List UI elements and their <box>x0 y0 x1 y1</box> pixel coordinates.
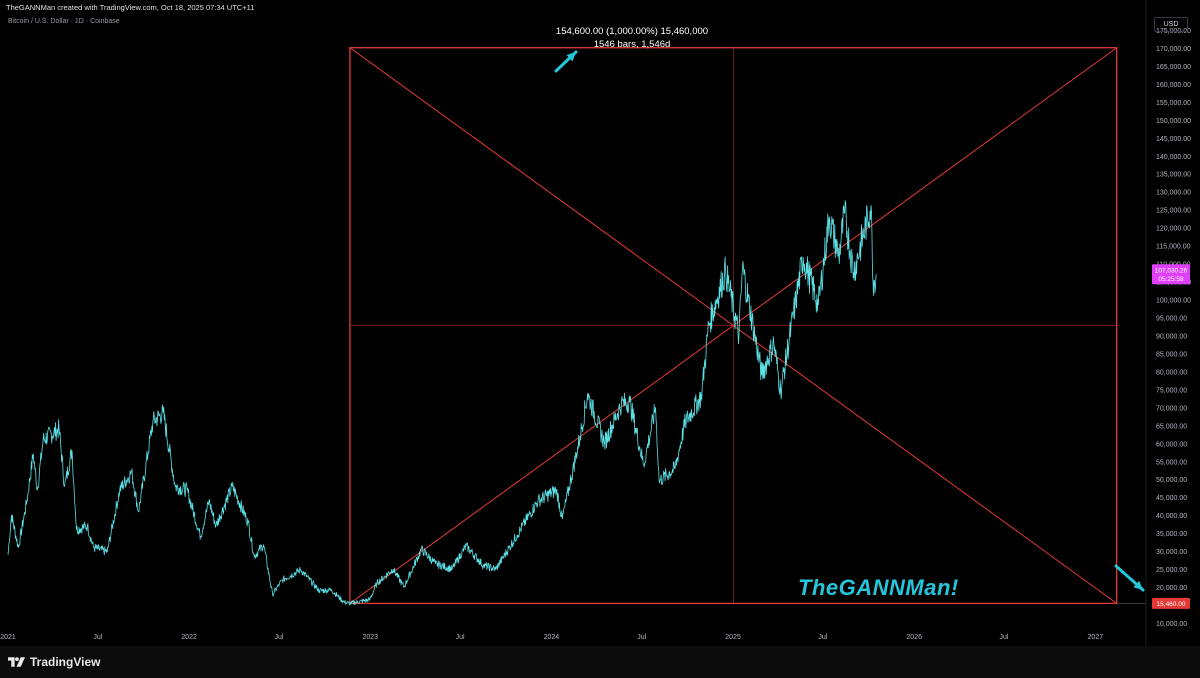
x-tick-label: 2023 <box>362 634 378 641</box>
x-tick-label: 2021 <box>0 634 16 641</box>
y-tick-label: 60,000.00 <box>1156 441 1187 448</box>
tradingview-icon <box>8 657 25 667</box>
y-tick-label: 100,000.00 <box>1156 298 1191 305</box>
x-tick-label: Jul <box>637 634 646 641</box>
x-tick-label: Jul <box>1000 634 1009 641</box>
y-tick-label: 165,000.00 <box>1156 64 1191 71</box>
y-tick-label: 50,000.00 <box>1156 477 1187 484</box>
y-tick-label: 140,000.00 <box>1156 154 1191 161</box>
tradingview-brand: TradingView <box>30 655 101 669</box>
y-tick-label: 20,000.00 <box>1156 585 1187 592</box>
x-tick-label: 2024 <box>544 634 560 641</box>
symbol-title: Bitcoin / U.S. Dollar · 1D · Coinbase <box>8 18 120 25</box>
y-tick-label: 170,000.00 <box>1156 46 1191 53</box>
currency-button[interactable]: USD <box>1154 17 1188 32</box>
x-tick-label: Jul <box>93 634 102 641</box>
author-watermark: TheGANNMan! <box>798 575 959 600</box>
y-tick-label: 90,000.00 <box>1156 333 1187 340</box>
y-tick-label: 45,000.00 <box>1156 495 1187 502</box>
x-tick-label: Jul <box>274 634 283 641</box>
footer-bar: TradingView <box>0 646 1200 678</box>
x-tick-label: 2027 <box>1088 634 1104 641</box>
low-level-value: 15,460.00 <box>1157 601 1186 608</box>
gann-box <box>349 47 1146 605</box>
x-tick-label: 2022 <box>181 634 197 641</box>
y-tick-label: 55,000.00 <box>1156 459 1187 466</box>
y-tick-label: 80,000.00 <box>1156 369 1187 376</box>
price-series <box>7 200 877 606</box>
btc-price-line <box>7 200 877 606</box>
y-tick-label: 30,000.00 <box>1156 549 1187 556</box>
current-price-label <box>1152 264 1190 285</box>
chart-creator-text: TheGANNMan created with TradingView.com,… <box>6 3 255 12</box>
y-tick-label: 95,000.00 <box>1156 316 1187 323</box>
measure-price-line: 154,600.00 (1,000.00%) 15,460,000 <box>555 26 709 37</box>
level-arrow <box>1114 564 1145 592</box>
y-tick-label: 125,000.00 <box>1156 208 1191 215</box>
measure-arrow <box>554 50 578 73</box>
y-tick-label: 150,000.00 <box>1156 118 1191 125</box>
y-tick-label: 35,000.00 <box>1156 531 1187 538</box>
y-tick-label: 75,000.00 <box>1156 387 1187 394</box>
tradingview-logo[interactable]: TradingView <box>8 655 100 669</box>
low-level-label <box>1152 597 1190 609</box>
level-arrow-head <box>1133 580 1143 590</box>
y-tick-label: 145,000.00 <box>1156 136 1191 143</box>
measure-arrow-head <box>566 52 576 62</box>
price-countdown: 05:25:58 <box>1158 276 1184 283</box>
price-axis: 175,000.00170,000.00165,000.00160,000.00… <box>1145 0 1191 646</box>
y-tick-label: 130,000.00 <box>1156 190 1191 197</box>
y-tick-label: 10,000.00 <box>1156 621 1187 628</box>
x-tick-label: Jul <box>818 634 827 641</box>
axis-price-labels: 107,030.26 05:25:58 15,460.00 <box>1152 264 1190 609</box>
arrows <box>554 50 1145 592</box>
time-axis: 2021 Jul 2022 Jul 2023 Jul 2024 Jul 2025 Jul 2026 J… <box>0 634 1103 641</box>
y-tick-label: 135,000.00 <box>1156 172 1191 179</box>
y-tick-label: 120,000.00 <box>1156 226 1191 233</box>
y-tick-label: 70,000.00 <box>1156 405 1187 412</box>
price-range-measure: 154,600.00 (1,000.00%) 15,460,000 1546 b… <box>532 25 732 51</box>
y-tick-label: 25,000.00 <box>1156 567 1187 574</box>
y-tick-label: 115,000.00 <box>1156 244 1191 251</box>
current-price-value: 107,030.26 <box>1155 267 1188 274</box>
x-tick-label: Jul <box>456 634 465 641</box>
y-tick-label: 155,000.00 <box>1156 100 1191 107</box>
y-tick-label: 85,000.00 <box>1156 351 1187 358</box>
y-tick-label: 160,000.00 <box>1156 82 1191 89</box>
x-tick-label: 2026 <box>906 634 922 641</box>
measure-bars-line: 1546 bars, 1,546d <box>593 39 671 50</box>
y-tick-label: 40,000.00 <box>1156 513 1187 520</box>
y-tick-label: 65,000.00 <box>1156 423 1187 430</box>
x-tick-label: 2025 <box>725 634 741 641</box>
